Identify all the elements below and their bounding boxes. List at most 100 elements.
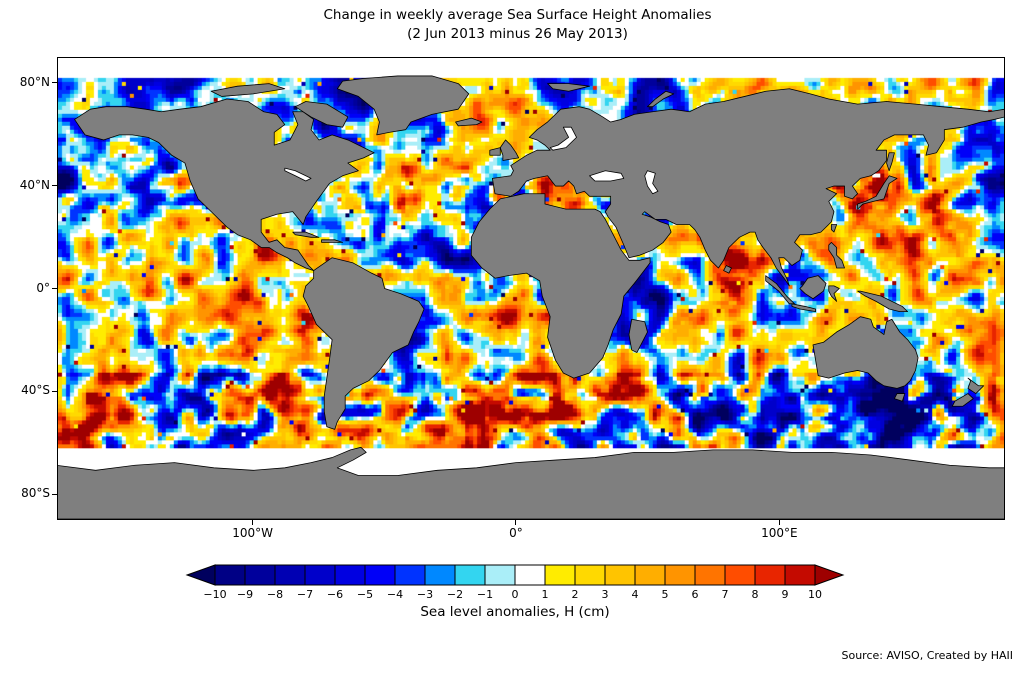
colorbar-segment [664, 564, 696, 586]
colorbar-segment [724, 564, 756, 586]
colorbar-tick-label: −6 [326, 588, 344, 601]
colorbar-tick-label: 8 [751, 588, 759, 601]
y-tick-mark [52, 493, 57, 495]
lake-greatLakes [284, 167, 312, 182]
landmass-cuba [292, 231, 320, 238]
colorbar-segment [244, 564, 276, 586]
y-tick-label: 0° [36, 280, 50, 295]
colorbar [185, 564, 845, 586]
colorbar-tick-label: −3 [416, 588, 434, 601]
colorbar-segment [454, 564, 486, 586]
y-tick-mark [52, 288, 57, 289]
colorbar-tick-label: 9 [781, 588, 789, 601]
landmass-svalbard [547, 83, 590, 92]
landmass-ireland [489, 147, 501, 156]
landmass-sakhalin [886, 152, 895, 172]
colorbar-segment [364, 564, 396, 586]
landmass-australia [812, 316, 919, 389]
landmass-southAmerica [302, 257, 425, 430]
colorbar-tick-label: 0 [511, 588, 519, 601]
x-tick-mark [252, 520, 254, 525]
x-tick-mark [515, 520, 517, 525]
landmass-sumatra [765, 275, 795, 305]
chart-title-line2: (2 Jun 2013 minus 26 May 2013) [407, 26, 628, 42]
landmass-antarctica [58, 446, 1004, 519]
landmass-newGuinea [857, 290, 909, 312]
colorbar-segment [394, 564, 426, 586]
colorbar-tick-label: 5 [661, 588, 669, 601]
colorbar-tick-label: −9 [236, 588, 254, 601]
chart-title: Change in weekly average Sea Surface Hei… [0, 6, 1035, 44]
landmass-philippines [828, 242, 845, 269]
landmass-madagascar [628, 318, 648, 353]
landmass-sulawesi [828, 285, 840, 302]
colorbar-tick-label: −8 [266, 588, 284, 601]
colorbar-tick-label: 4 [631, 588, 639, 601]
colorbar-segment [424, 564, 456, 586]
chart-title-line1: Change in weekly average Sea Surface Hei… [323, 7, 712, 23]
landmass-eurasia [491, 88, 1004, 287]
colorbar-tick-label: −7 [296, 588, 314, 601]
y-tick-label: 80°N [19, 74, 50, 89]
y-tick-label: 40°S [21, 383, 50, 398]
colorbar-segment [784, 564, 816, 586]
landmass-britain [499, 139, 520, 161]
colorbar-segment [694, 564, 726, 586]
landmass-borneo [799, 275, 827, 300]
colorbar-tick-label: 3 [601, 588, 609, 601]
lake-baltic [549, 126, 577, 151]
landmass-tasmania [894, 393, 906, 402]
landmass-nzSouth [951, 393, 974, 407]
x-tick-label: 0° [509, 526, 523, 540]
landmass-baffin [294, 101, 349, 128]
source-credit: Source: AVISO, Created by HAII [841, 649, 1013, 662]
x-tick-label: 100°E [761, 526, 798, 540]
colorbar-tick-label: 6 [691, 588, 699, 601]
landmass-taiwan [830, 224, 838, 233]
colorbar-label: Sea level anomalies, H (cm) [420, 604, 610, 620]
colorbar-tick-label: −4 [386, 588, 404, 601]
landmass-africa [470, 193, 651, 379]
colorbar-segment [484, 564, 516, 586]
colorbar-tick-label: −1 [476, 588, 494, 601]
colorbar-tick-label: −5 [356, 588, 374, 601]
colorbar-tick-label: −2 [446, 588, 464, 601]
colorbar-segment [274, 564, 306, 586]
colorbar-segment [514, 564, 546, 586]
colorbar-arrow-low [185, 564, 216, 586]
colorbar-segment [214, 564, 246, 586]
y-tick-mark [52, 390, 57, 392]
colorbar-segment [634, 564, 666, 586]
colorbar-segment [544, 564, 576, 586]
colorbar-segment [334, 564, 366, 586]
landmass-arcticIslands [210, 83, 286, 97]
landmass-sriLanka [723, 265, 732, 274]
colorbar-tick-label: 7 [721, 588, 729, 601]
landmass-hispaniola [321, 239, 343, 243]
y-tick-mark [52, 185, 57, 187]
x-tick-label: 100°W [232, 526, 274, 540]
colorbar-segment [304, 564, 336, 586]
lake-blackSea [589, 170, 625, 182]
colorbar-tick-label: 2 [571, 588, 579, 601]
map-axes [57, 57, 1005, 520]
world-landmass-overlay [58, 75, 1004, 519]
colorbar-segment [604, 564, 636, 586]
landmass-java [791, 303, 816, 312]
y-tick-mark [52, 82, 57, 84]
landmass-northAmerica [74, 98, 375, 271]
colorbar-tick-label: 1 [541, 588, 549, 601]
y-tick-label: 40°N [19, 177, 50, 192]
y-tick-label: 80°S [21, 486, 50, 501]
lake-caspianSea [644, 170, 659, 195]
colorbar-segment [574, 564, 606, 586]
landmass-novayaZemlya [647, 90, 675, 108]
landmass-iceland [455, 117, 483, 127]
colorbar-segment [754, 564, 786, 586]
landmass-greenland [336, 75, 470, 136]
colorbar-arrow-high [814, 564, 845, 586]
colorbar-tick-label: 10 [808, 588, 822, 601]
colorbar-tick-label: −10 [203, 588, 227, 601]
landmass-japan [857, 175, 898, 210]
